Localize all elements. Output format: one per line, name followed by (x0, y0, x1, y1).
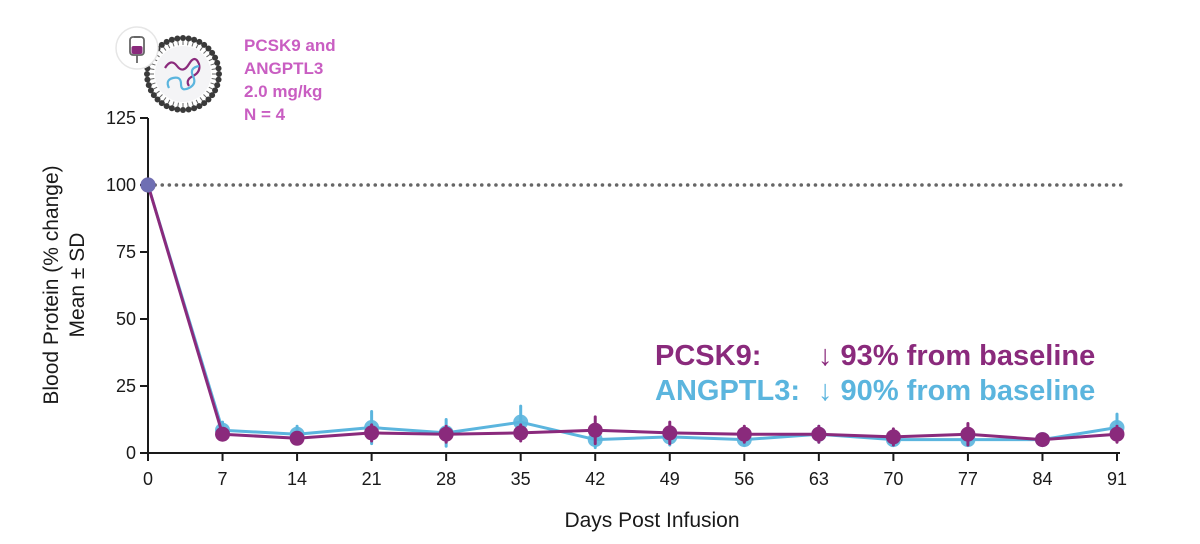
lipid-head (158, 100, 165, 107)
lipid-head (215, 76, 222, 83)
mrna-strand-angptl3 (166, 64, 200, 91)
lipid-head (185, 35, 192, 42)
lipid-head (163, 103, 170, 110)
lipid-head (196, 38, 203, 45)
series-line (146, 184, 1118, 442)
data-point (513, 425, 529, 441)
y-tick-label: 0 (126, 443, 136, 463)
data-point (289, 430, 305, 446)
lipid-head (150, 92, 157, 99)
lipid-head (216, 71, 222, 77)
x-tick-label: 21 (362, 469, 382, 489)
condition-line-3: 2.0 mg/kg (244, 82, 322, 101)
x-tick-label: 77 (958, 469, 978, 489)
y-tick-label: 100 (106, 175, 136, 195)
x-tick-label: 14 (287, 469, 307, 489)
lipid-head (144, 71, 150, 77)
lipid-head (212, 87, 219, 94)
pcsk9-summary-label: PCSK9: (655, 340, 761, 372)
lipid-head (180, 35, 186, 41)
series-pcsk9 (140, 177, 1125, 448)
lipid-head (201, 41, 208, 48)
lipid-head (168, 105, 175, 112)
angptl3-summary-label: ANGPTL3: (655, 375, 800, 407)
lipid-head (214, 59, 221, 66)
data-point (513, 414, 529, 430)
condition-line-2: ANGPTL3 (244, 59, 323, 78)
series-angptl3 (140, 177, 1125, 450)
data-point (438, 426, 454, 442)
condition-line-4: N = 4 (244, 105, 286, 124)
lipid-head (205, 96, 212, 103)
lipid-head (196, 103, 203, 110)
lipid-head (209, 49, 216, 56)
lipid-head (168, 36, 175, 43)
data-point (1034, 432, 1050, 448)
lipid-head (144, 76, 151, 83)
lipid-head (191, 36, 198, 43)
lipid-head (158, 41, 165, 48)
lipid-head (174, 106, 181, 113)
x-tick-label: 56 (734, 469, 754, 489)
y-axis-title-line-1: Blood Protein (% change) (40, 165, 63, 404)
x-tick-label: 84 (1032, 469, 1052, 489)
series-line (146, 184, 1118, 442)
lipid-nanoparticle-icon (143, 34, 223, 114)
x-tick-label: 7 (218, 469, 228, 489)
data-point (587, 422, 603, 438)
lipid-head (201, 100, 208, 107)
y-tick-label: 50 (116, 309, 136, 329)
lipid-head (214, 82, 221, 89)
y-tick-label: 25 (116, 376, 136, 396)
x-tick-label: 35 (511, 469, 531, 489)
lipid-head (185, 106, 192, 113)
lipid-head (145, 82, 152, 89)
lipid-head (205, 45, 212, 52)
x-tick-label: 0 (143, 469, 153, 489)
data-point (1109, 426, 1125, 442)
lipid-head (163, 38, 170, 45)
x-tick-label: 63 (809, 469, 829, 489)
lipid-head (191, 105, 198, 112)
lipid-head (174, 35, 181, 42)
x-tick-label: 28 (436, 469, 456, 489)
lipid-head (209, 92, 216, 99)
lipid-head (180, 107, 186, 113)
lipid-head (212, 54, 219, 61)
data-point (960, 426, 976, 442)
condition-line-1: PCSK9 and (244, 36, 336, 55)
mrna-strand-pcsk9 (164, 57, 201, 87)
lipid-head (154, 96, 161, 103)
x-tick-label: 91 (1107, 469, 1127, 489)
iv-bag-icon (115, 26, 159, 70)
x-tick-label: 49 (660, 469, 680, 489)
pcsk9-summary-value: ↓ 93% from baseline (818, 340, 1095, 372)
x-tick-label: 42 (585, 469, 605, 489)
data-point (811, 426, 827, 442)
lipid-head (215, 65, 222, 72)
y-tick-label: 75 (116, 242, 136, 262)
x-tick-label: 70 (883, 469, 903, 489)
y-axis-title-line-2: Mean ± SD (66, 233, 89, 338)
data-point (364, 425, 380, 441)
lnp-core (155, 46, 211, 102)
baseline-point (140, 177, 156, 193)
angptl3-summary-value: ↓ 90% from baseline (818, 375, 1095, 407)
data-point (736, 426, 752, 442)
data-point (215, 426, 231, 442)
data-point (662, 425, 678, 441)
lipid-head (147, 87, 154, 94)
data-point (885, 429, 901, 445)
x-axis-title: Days Post Infusion (564, 509, 739, 532)
y-tick-label: 125 (106, 108, 136, 128)
